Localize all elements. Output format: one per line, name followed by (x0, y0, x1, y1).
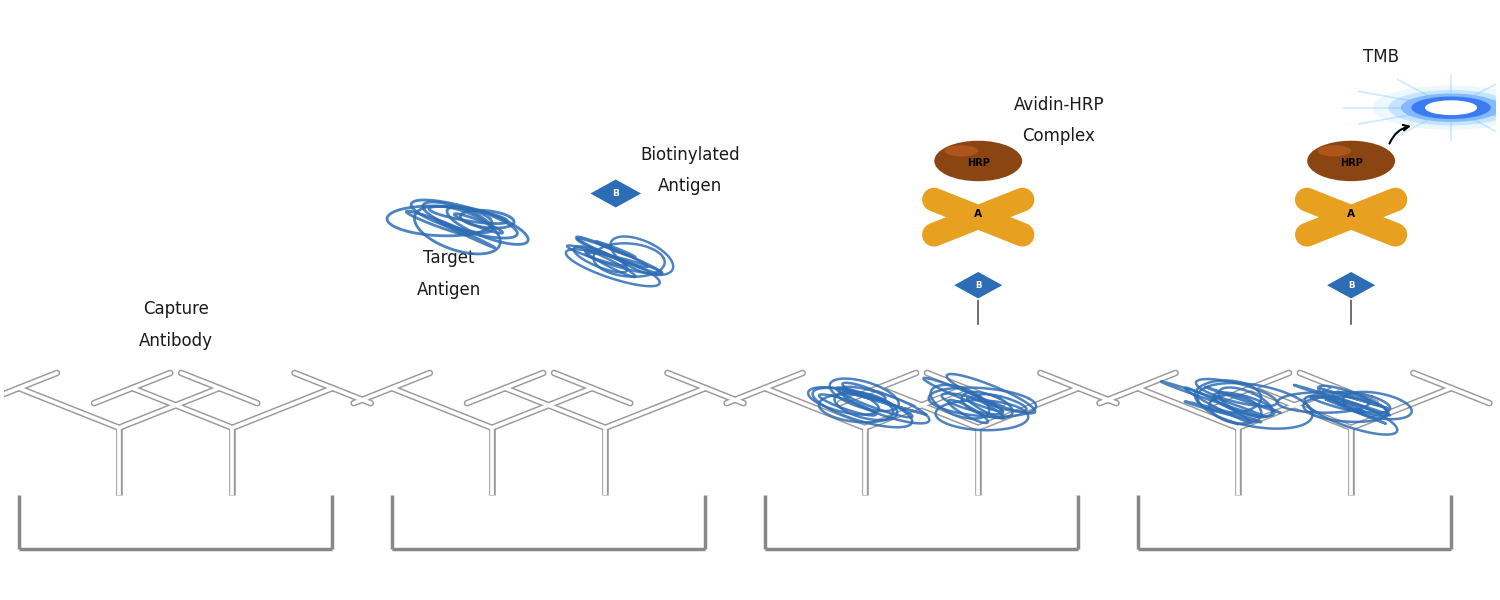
Text: Complex: Complex (1023, 127, 1095, 145)
Text: TMB: TMB (1364, 48, 1400, 66)
Text: B: B (1348, 281, 1354, 290)
Text: Biotinylated: Biotinylated (640, 146, 740, 164)
Ellipse shape (1412, 97, 1491, 119)
Ellipse shape (1389, 90, 1500, 125)
Text: HRP: HRP (1340, 158, 1362, 168)
Polygon shape (952, 271, 1004, 299)
Ellipse shape (1401, 94, 1500, 122)
Text: Antigen: Antigen (417, 281, 482, 299)
Text: Antibody: Antibody (138, 332, 213, 350)
Text: B: B (612, 189, 620, 198)
Ellipse shape (1306, 141, 1395, 181)
Text: A: A (1347, 209, 1354, 220)
Ellipse shape (1317, 145, 1352, 157)
Ellipse shape (944, 145, 978, 157)
Text: A: A (974, 209, 982, 220)
Polygon shape (1326, 271, 1377, 299)
Ellipse shape (1372, 86, 1500, 130)
Text: Capture: Capture (142, 300, 208, 318)
Text: Target: Target (423, 250, 474, 268)
Ellipse shape (934, 141, 1022, 181)
Polygon shape (590, 179, 642, 208)
Text: Avidin-HRP: Avidin-HRP (1014, 95, 1104, 113)
Ellipse shape (1428, 101, 1474, 114)
Text: HRP: HRP (968, 158, 990, 168)
Ellipse shape (1425, 100, 1478, 115)
Text: Antigen: Antigen (658, 177, 723, 195)
Text: B: B (975, 281, 981, 290)
